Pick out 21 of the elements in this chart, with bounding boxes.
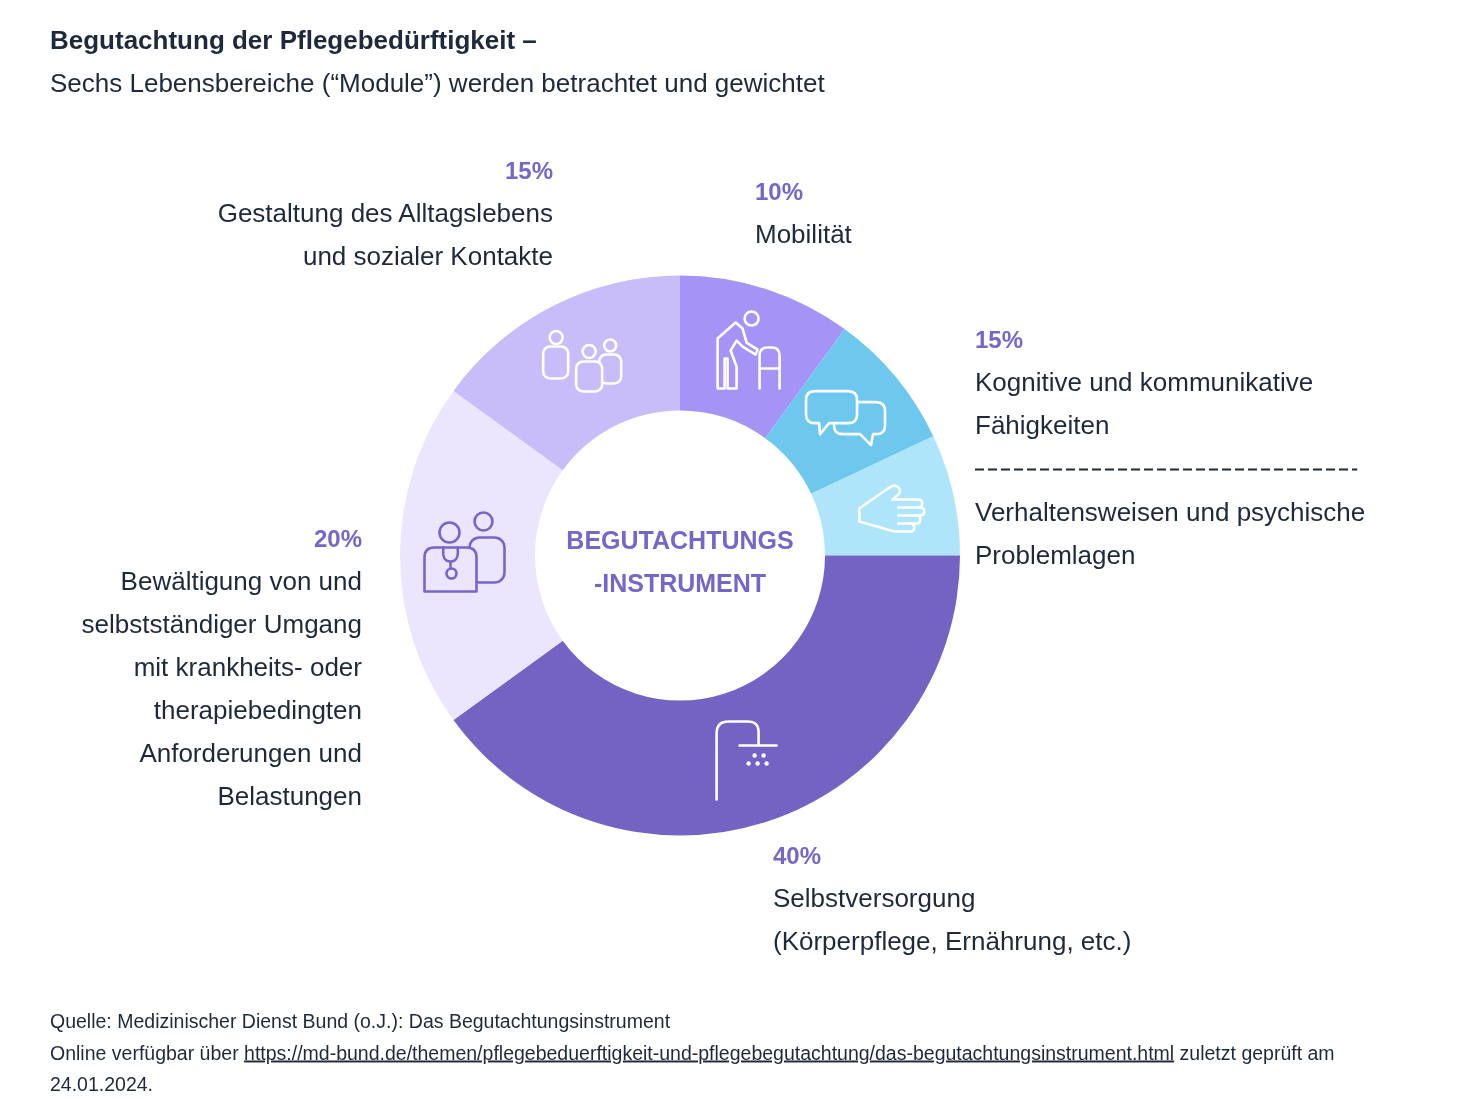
slice-label: Verhaltensweisen und psychische Problemlagen [975, 496, 1366, 570]
slice-label: Gestaltung des Alltagslebens und sozialer Kontakte [217, 197, 553, 271]
chart-title: Begutachtung der Pflegebedürftigkeit – [50, 25, 537, 55]
slice-label: Kognitive und kommunikative Fähigkeiten [975, 366, 1314, 440]
slice-label: Bewältigung von und selbstständiger Umgang mit krankheits- oder therapiebedingten Anforderungen und Belastungen [81, 565, 363, 811]
text: Online verfügbar über https://md-bund.de/themen/pflegebeduerftigkeit-und-pflegebegutachtung/das-begutachtungsinstrument.html zuletzt geprüft am 24.01.2024. [50, 1041, 1335, 1095]
donut-slice [400, 390, 563, 721]
text: BEGUTACHTUNGS-INSTRUMENT [566, 525, 794, 597]
slice-label: Mobilität [755, 218, 853, 249]
donut-slice [811, 436, 960, 556]
text: 15% [975, 325, 1024, 353]
data-label: 15% [504, 156, 553, 184]
source-note: Quelle: Medizinischer Dienst Bund (o.J.): Das Begutachtungsinstrument [50, 1010, 671, 1032]
donut-slice [680, 275, 845, 439]
data-label: 10% [755, 177, 804, 205]
data-label: 20% [313, 524, 362, 552]
chart-subtitle: Sechs Lebensbereiche (“Module”) werden betrachtet und gewichtet [50, 68, 826, 98]
slice-label: Selbstversorgung (Körperpflege, Ernährung, etc.) [773, 882, 1132, 956]
data-label: 40% [773, 841, 822, 869]
donut-slice [453, 275, 680, 471]
donut-slice [453, 555, 960, 835]
